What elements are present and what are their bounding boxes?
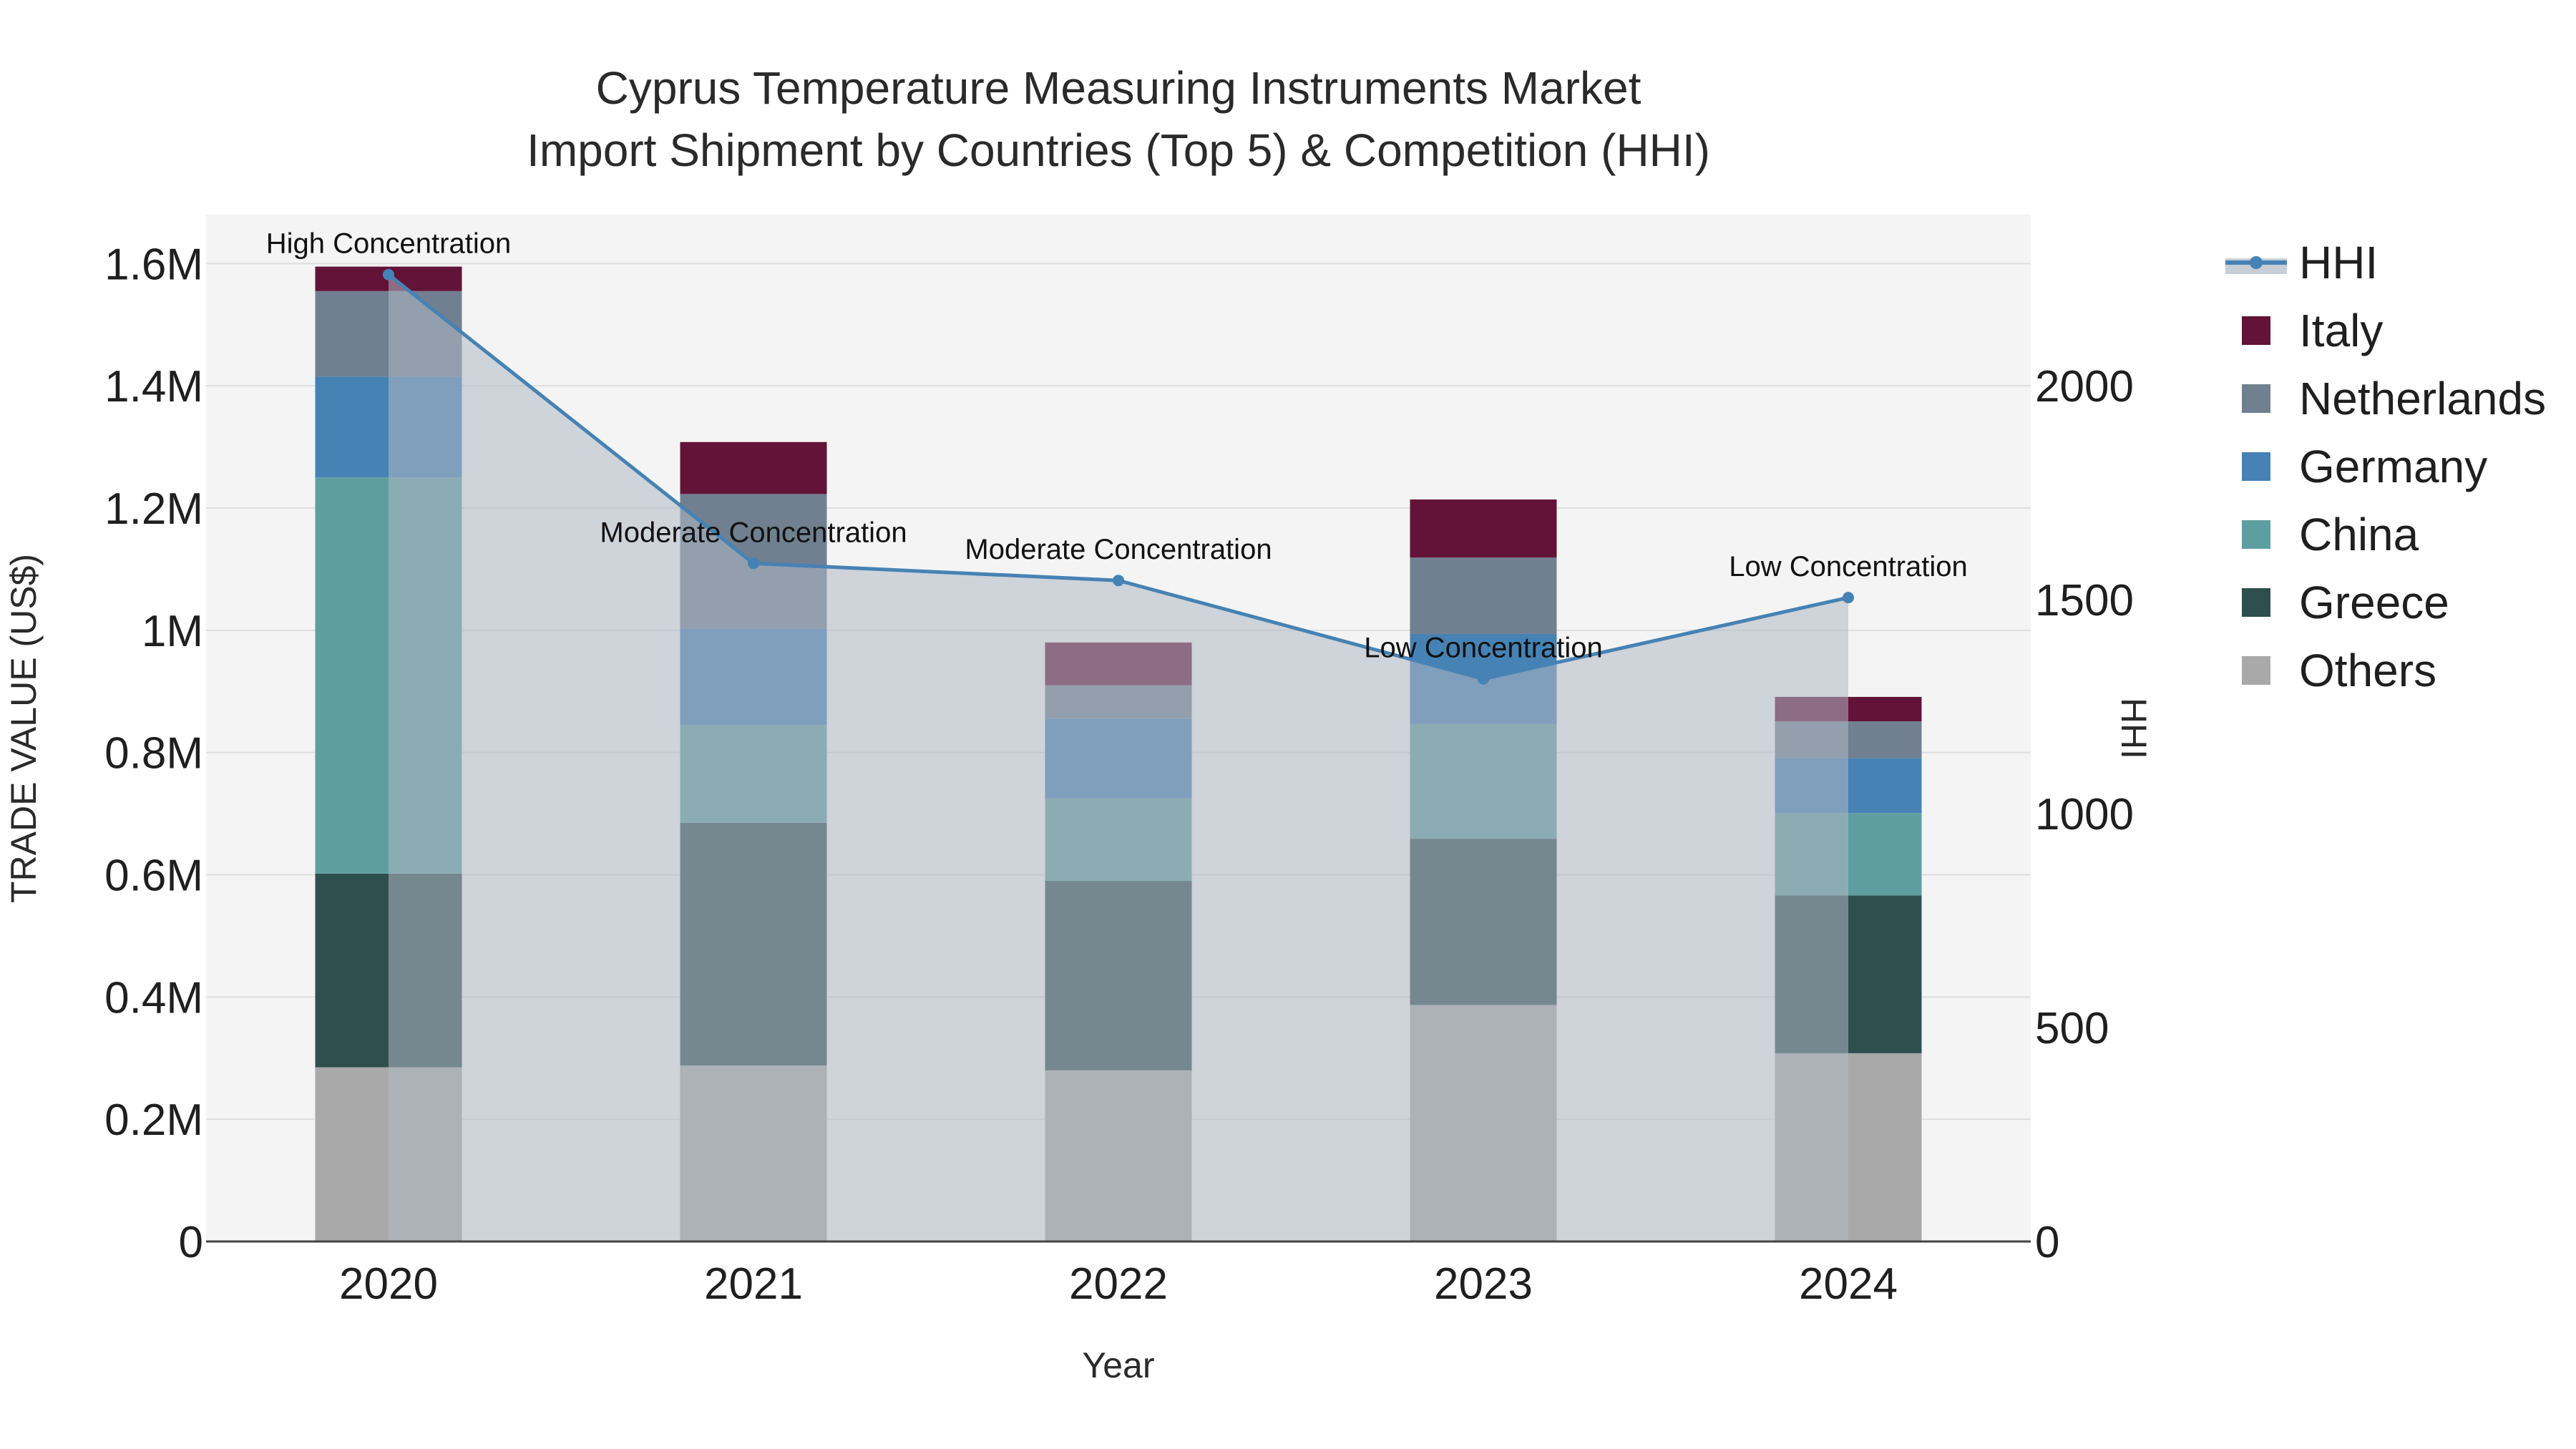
y-tick-label: 1.2M bbox=[104, 484, 203, 534]
chart-title-line-2: Import Shipment by Countries (Top 5) & C… bbox=[527, 125, 1710, 176]
hhi-point-2024 bbox=[1843, 592, 1854, 604]
legend-label-others: Others bbox=[2299, 645, 2436, 696]
y-tick-label: 0.4M bbox=[104, 973, 203, 1023]
y2-tick-label: 0 bbox=[2035, 1218, 2059, 1267]
y-tick-label: 0 bbox=[179, 1218, 203, 1267]
legend-label-germany: Germany bbox=[2299, 441, 2487, 492]
legend-label-hhi: HHI bbox=[2299, 237, 2378, 288]
hhi-point-2022 bbox=[1113, 575, 1124, 587]
y-tick-label: 1.4M bbox=[104, 362, 203, 411]
hhi-annotations: High Concentration Moderate Concentration… bbox=[266, 228, 1968, 664]
legend: HHI Italy Netherlands Germany China Greece Oth… bbox=[2225, 237, 2546, 696]
x-tick-label: 2023 bbox=[1434, 1259, 1533, 1309]
bar-netherlands-2023 bbox=[1410, 557, 1557, 634]
x-tick-label: 2022 bbox=[1069, 1259, 1168, 1309]
bar-italy-2021 bbox=[680, 441, 827, 494]
hhi-line bbox=[383, 268, 1854, 685]
y2-axis-title: HHI bbox=[2114, 698, 2154, 759]
hhi-annotation-2021: Moderate Concentration bbox=[600, 517, 907, 548]
y2-tick-label: 1500 bbox=[2035, 576, 2134, 625]
hhi-point-2020 bbox=[383, 268, 394, 280]
x-tick-label: 2021 bbox=[704, 1259, 803, 1309]
y2-tick-label: 2000 bbox=[2035, 362, 2134, 411]
y2-tick-label: 500 bbox=[2035, 1004, 2109, 1053]
hhi-annotation-2020: High Concentration bbox=[266, 228, 511, 260]
x-axis-ticks: 2020 2021 2022 2023 2024 bbox=[339, 1259, 1898, 1309]
hhi-annotation-2024: Low Concentration bbox=[1729, 551, 1968, 582]
x-axis-title: Year bbox=[1082, 1345, 1154, 1385]
hhi-area bbox=[389, 274, 1848, 1241]
legend-swatch-netherlands bbox=[2242, 384, 2270, 413]
legend-swatch-others bbox=[2242, 656, 2270, 685]
legend-label-greece: Greece bbox=[2299, 577, 2449, 628]
chart-title-line-1: Cyprus Temperature Measuring Instruments… bbox=[596, 62, 1641, 114]
y-tick-label: 0.2M bbox=[104, 1096, 203, 1145]
legend-swatch-hhi-marker bbox=[2250, 256, 2263, 269]
legend-swatch-greece bbox=[2242, 588, 2270, 617]
legend-swatch-italy bbox=[2242, 316, 2270, 345]
legend-swatch-china bbox=[2242, 520, 2270, 549]
y-axis-title: TRADE VALUE (US$) bbox=[4, 554, 44, 903]
hhi-annotation-2023: Low Concentration bbox=[1364, 633, 1603, 664]
x-tick-label: 2020 bbox=[339, 1259, 438, 1309]
bar-italy-2023 bbox=[1410, 499, 1557, 558]
y-tick-label: 1M bbox=[142, 607, 203, 656]
y2-axis-ticks: 0 500 1000 1500 2000 bbox=[2035, 362, 2134, 1267]
hhi-area-fill bbox=[389, 274, 1848, 1241]
y2-tick-label: 1000 bbox=[2035, 790, 2134, 839]
hhi-annotation-2022: Moderate Concentration bbox=[965, 534, 1272, 565]
hhi-point-2021 bbox=[748, 557, 759, 570]
x-tick-label: 2024 bbox=[1799, 1259, 1898, 1309]
legend-swatch-germany bbox=[2242, 452, 2270, 481]
legend-label-china: China bbox=[2299, 509, 2419, 560]
legend-label-italy: Italy bbox=[2299, 305, 2383, 356]
y-tick-label: 0.6M bbox=[104, 852, 203, 901]
legend-label-netherlands: Netherlands bbox=[2299, 373, 2546, 424]
y-axis-ticks: 0 0.2M 0.4M 0.6M 0.8M 1M 1.2M 1.4M 1.6M bbox=[104, 240, 203, 1267]
y-tick-label: 1.6M bbox=[104, 240, 203, 289]
hhi-point-2023 bbox=[1478, 673, 1489, 685]
y-tick-label: 0.8M bbox=[104, 729, 203, 779]
